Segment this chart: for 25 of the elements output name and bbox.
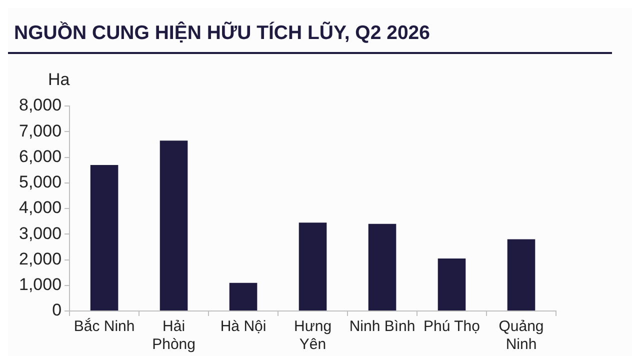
y-tick-label: 4,000 bbox=[18, 198, 62, 218]
y-tick-label: 1,000 bbox=[18, 275, 62, 294]
bar bbox=[368, 224, 396, 310]
y-tick-label: 3,000 bbox=[18, 224, 62, 243]
y-tick-label: 2,000 bbox=[18, 249, 62, 268]
x-tick-label: Hưng Yên bbox=[294, 318, 332, 354]
y-tick-label: 0 bbox=[52, 300, 62, 320]
x-tick-label: Quảng Ninh bbox=[498, 318, 544, 354]
bar bbox=[438, 258, 466, 310]
bar bbox=[160, 140, 188, 310]
y-tick-label: 6,000 bbox=[18, 146, 62, 166]
y-tick-label: 8,000 bbox=[18, 96, 62, 115]
bar bbox=[507, 239, 536, 310]
x-tick-label: Phú Thọ bbox=[424, 318, 480, 336]
x-tick-label: Ninh Bình bbox=[349, 318, 416, 336]
bar bbox=[90, 164, 118, 310]
y-axis-title: Ha bbox=[48, 70, 70, 90]
bar bbox=[229, 282, 258, 310]
x-tick-label: Bắc Ninh bbox=[74, 317, 135, 336]
bar bbox=[298, 222, 327, 310]
y-tick-label: 7,000 bbox=[18, 121, 62, 140]
y-tick-label: 5,000 bbox=[18, 172, 62, 192]
x-tick-label: Hà Nội bbox=[220, 318, 266, 336]
chart-title: NGUỒN CUNG HIỆN HỮU TÍCH LŨY, Q2 2026 bbox=[14, 22, 430, 45]
x-tick-label: Hải Phòng bbox=[152, 318, 196, 354]
